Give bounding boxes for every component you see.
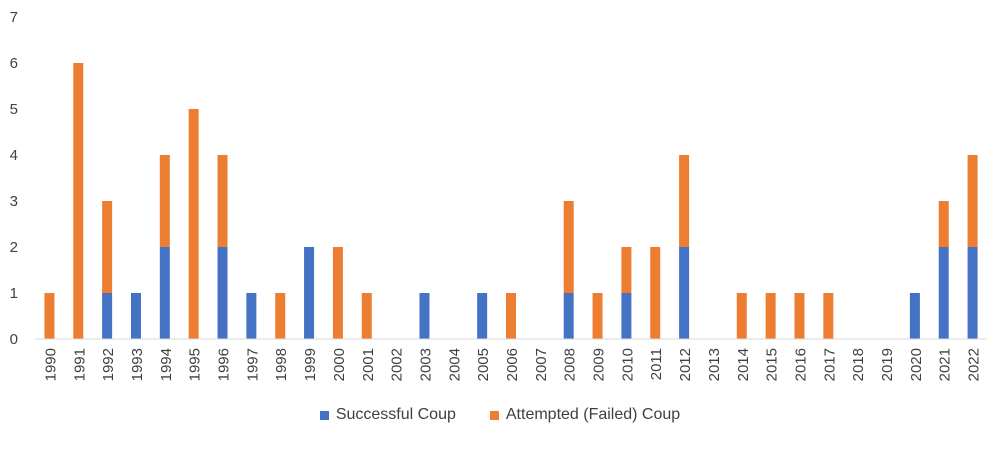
- x-tick-label: 1995: [187, 348, 204, 381]
- x-tick-label: 2010: [619, 348, 636, 381]
- bar-successful-1992: [102, 293, 113, 339]
- x-tick-label: 2018: [850, 348, 867, 381]
- bar-attempted-2006: [506, 293, 516, 339]
- legend: Successful Coup Attempted (Failed) Coup: [0, 406, 1000, 424]
- x-tick-label: 2004: [446, 348, 463, 381]
- x-tick-label: 2002: [389, 348, 406, 381]
- x-tick-label: 1994: [158, 348, 175, 381]
- x-tick-label: 2015: [764, 348, 781, 381]
- bars-group: [44, 63, 978, 339]
- y-tick-label: 5: [10, 101, 18, 118]
- x-tick-label: 1991: [71, 348, 88, 381]
- x-tick-label: 2006: [504, 348, 521, 381]
- y-axis: 0 1 2 3 4 5 6 7: [10, 9, 18, 348]
- x-tick-label: 1999: [302, 348, 319, 381]
- bar-successful-2022: [967, 247, 978, 339]
- bar-successful-2021: [938, 247, 949, 339]
- bar-successful-1994: [159, 247, 170, 339]
- bar-attempted-2008: [563, 201, 574, 293]
- legend-label-attempted: Attempted (Failed) Coup: [505, 406, 681, 423]
- bar-successful-2020: [909, 293, 920, 339]
- bar-attempted-1990: [44, 293, 55, 339]
- bar-attempted-1994: [159, 155, 170, 247]
- bar-successful-1993: [130, 293, 141, 339]
- bar-attempted-2022: [967, 155, 978, 247]
- bar-attempted-2017: [823, 293, 834, 339]
- bar-successful-2008: [563, 293, 574, 339]
- bar-attempted-2021: [938, 201, 949, 247]
- bar-attempted-2012: [679, 155, 690, 247]
- x-tick-label: 1993: [129, 348, 146, 381]
- x-tick-label: 2014: [735, 348, 752, 381]
- x-tick-label: 2020: [908, 348, 925, 381]
- x-tick-label: 2019: [879, 348, 896, 381]
- bar-successful-2005: [477, 293, 488, 339]
- x-tick-label: 2011: [648, 348, 665, 380]
- y-tick-label: 3: [10, 193, 18, 210]
- x-tick-label: 2005: [475, 348, 492, 381]
- x-tick-label: 2017: [821, 348, 838, 381]
- legend-swatch-attempted: [489, 410, 499, 420]
- bar-attempted-1996: [217, 155, 228, 247]
- bar-successful-1996: [217, 247, 228, 339]
- bar-successful-1997: [246, 293, 257, 339]
- y-tick-label: 6: [10, 55, 18, 72]
- x-axis: 1990 1991 1992 1993 1994 1995 1996 1997 1998 1999…: [42, 348, 982, 381]
- bar-attempted-2014: [736, 293, 747, 339]
- legend-swatch-successful: [319, 410, 329, 420]
- legend-label-successful: Successful Coup: [335, 406, 456, 423]
- x-tick-label: 2001: [360, 348, 377, 381]
- x-tick-label: 2013: [706, 348, 723, 381]
- x-tick-label: 1990: [42, 348, 59, 381]
- bar-successful-1999: [304, 247, 315, 339]
- x-tick-label: 2000: [331, 348, 348, 381]
- x-tick-label: 2008: [562, 348, 579, 381]
- y-tick-label: 0: [10, 331, 18, 348]
- legend-item-attempted: Attempted (Failed) Coup: [489, 406, 681, 424]
- y-tick-label: 2: [10, 239, 18, 256]
- bar-successful-2012: [679, 247, 690, 339]
- bar-attempted-1998: [275, 293, 286, 339]
- y-tick-label: 4: [10, 147, 18, 164]
- y-tick-label: 1: [10, 285, 18, 302]
- bar-attempted-1992: [102, 201, 113, 293]
- x-tick-label: 2009: [591, 348, 608, 381]
- bar-successful-2003: [419, 293, 430, 339]
- bar-attempted-2010: [621, 247, 632, 293]
- bar-attempted-2001: [361, 293, 372, 339]
- bar-attempted-1991: [73, 63, 84, 339]
- bar-attempted-2015: [765, 293, 776, 339]
- x-tick-label: 2007: [533, 348, 550, 381]
- bar-attempted-1995: [188, 109, 199, 339]
- x-tick-label: 1998: [273, 348, 290, 381]
- x-tick-label: 2012: [677, 348, 694, 381]
- x-tick-label: 2003: [417, 348, 434, 381]
- legend-item-successful: Successful Coup: [319, 406, 456, 424]
- x-tick-label: 2016: [792, 348, 809, 381]
- y-tick-label: 7: [10, 9, 18, 26]
- x-tick-label: 2021: [937, 348, 954, 381]
- bar-attempted-2016: [794, 293, 805, 339]
- bar-attempted-2000: [332, 247, 343, 339]
- x-tick-label: 1996: [216, 348, 233, 381]
- bar-attempted-2011: [650, 247, 661, 339]
- bar-attempted-2009: [592, 293, 603, 339]
- x-tick-label: 1992: [100, 348, 117, 381]
- x-tick-label: 1997: [244, 348, 261, 381]
- x-tick-label: 2022: [966, 348, 983, 381]
- bar-successful-2010: [621, 293, 632, 339]
